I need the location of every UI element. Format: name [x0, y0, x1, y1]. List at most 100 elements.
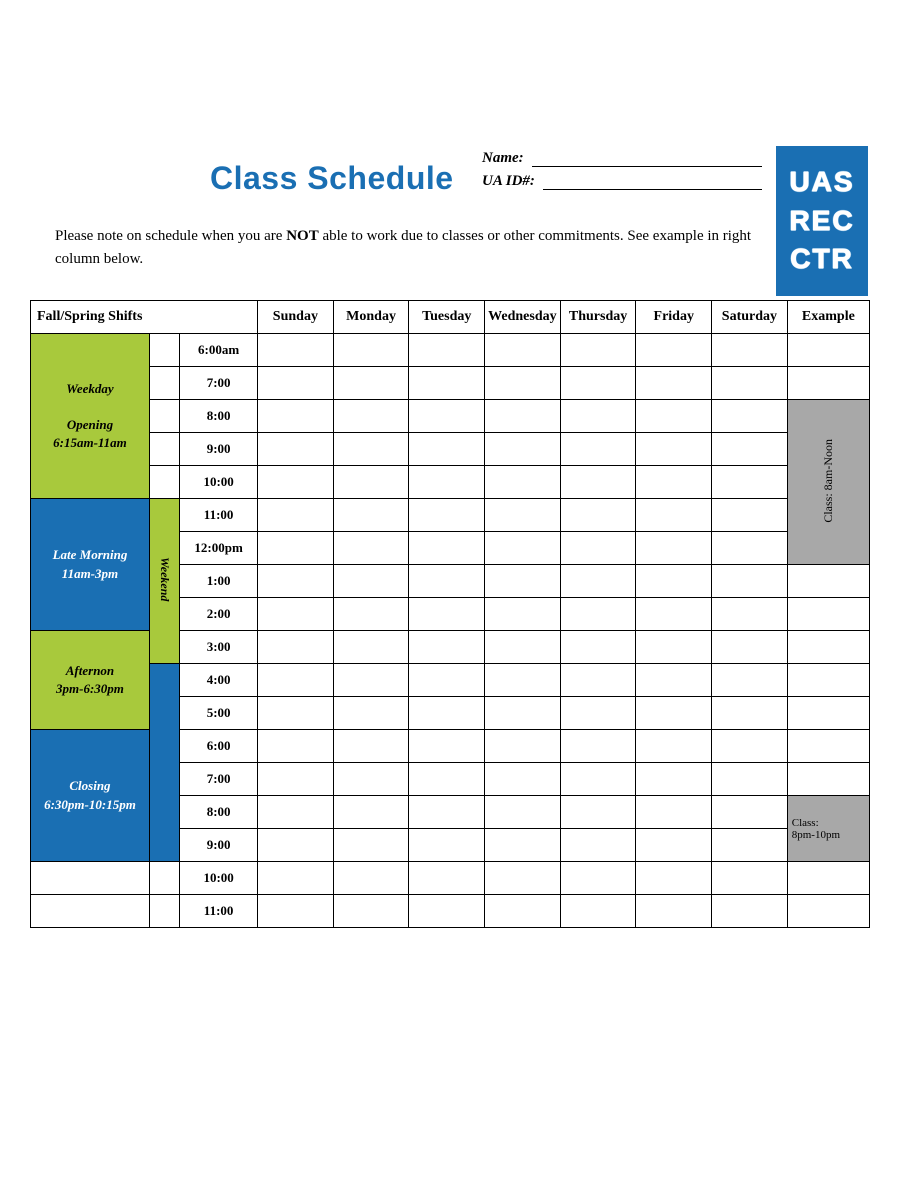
schedule-cell[interactable] [560, 829, 636, 862]
schedule-cell[interactable] [409, 367, 485, 400]
schedule-cell[interactable] [333, 829, 409, 862]
schedule-cell[interactable] [712, 499, 788, 532]
schedule-cell[interactable] [712, 400, 788, 433]
schedule-cell[interactable] [258, 400, 334, 433]
schedule-cell[interactable] [258, 499, 334, 532]
schedule-cell[interactable] [560, 334, 636, 367]
schedule-cell[interactable] [409, 499, 485, 532]
schedule-cell[interactable] [409, 895, 485, 928]
schedule-cell[interactable] [712, 631, 788, 664]
schedule-cell[interactable] [333, 499, 409, 532]
schedule-cell[interactable] [636, 829, 712, 862]
schedule-cell[interactable] [560, 697, 636, 730]
schedule-cell[interactable] [636, 499, 712, 532]
schedule-cell[interactable] [409, 466, 485, 499]
schedule-cell[interactable] [258, 631, 334, 664]
schedule-cell[interactable] [333, 565, 409, 598]
schedule-cell[interactable] [333, 796, 409, 829]
schedule-cell[interactable] [560, 730, 636, 763]
schedule-cell[interactable] [258, 334, 334, 367]
schedule-cell[interactable] [485, 763, 561, 796]
schedule-cell[interactable] [712, 697, 788, 730]
schedule-cell[interactable] [636, 532, 712, 565]
schedule-cell[interactable] [560, 532, 636, 565]
schedule-cell[interactable] [409, 631, 485, 664]
schedule-cell[interactable] [485, 565, 561, 598]
schedule-cell[interactable] [712, 763, 788, 796]
schedule-cell[interactable] [258, 598, 334, 631]
schedule-cell[interactable] [636, 565, 712, 598]
schedule-cell[interactable] [636, 796, 712, 829]
schedule-cell[interactable] [485, 664, 561, 697]
schedule-cell[interactable] [712, 664, 788, 697]
schedule-cell[interactable] [485, 466, 561, 499]
schedule-cell[interactable] [258, 730, 334, 763]
schedule-cell[interactable] [333, 532, 409, 565]
schedule-cell[interactable] [485, 400, 561, 433]
schedule-cell[interactable] [258, 565, 334, 598]
schedule-cell[interactable] [712, 862, 788, 895]
schedule-cell[interactable] [258, 829, 334, 862]
schedule-cell[interactable] [485, 631, 561, 664]
schedule-cell[interactable] [409, 829, 485, 862]
schedule-cell[interactable] [712, 796, 788, 829]
schedule-cell[interactable] [258, 466, 334, 499]
schedule-cell[interactable] [485, 598, 561, 631]
schedule-cell[interactable] [485, 334, 561, 367]
schedule-cell[interactable] [409, 664, 485, 697]
schedule-cell[interactable] [712, 466, 788, 499]
schedule-cell[interactable] [485, 499, 561, 532]
schedule-cell[interactable] [333, 334, 409, 367]
schedule-cell[interactable] [636, 763, 712, 796]
schedule-cell[interactable] [409, 400, 485, 433]
schedule-cell[interactable] [409, 334, 485, 367]
schedule-cell[interactable] [333, 367, 409, 400]
schedule-cell[interactable] [636, 367, 712, 400]
schedule-cell[interactable] [333, 400, 409, 433]
schedule-cell[interactable] [333, 433, 409, 466]
schedule-cell[interactable] [485, 697, 561, 730]
schedule-cell[interactable] [560, 664, 636, 697]
schedule-cell[interactable] [560, 367, 636, 400]
schedule-cell[interactable] [258, 664, 334, 697]
schedule-cell[interactable] [258, 532, 334, 565]
schedule-cell[interactable] [409, 433, 485, 466]
schedule-cell[interactable] [409, 532, 485, 565]
schedule-cell[interactable] [712, 895, 788, 928]
schedule-cell[interactable] [560, 400, 636, 433]
schedule-cell[interactable] [485, 829, 561, 862]
schedule-cell[interactable] [485, 796, 561, 829]
schedule-cell[interactable] [333, 862, 409, 895]
schedule-cell[interactable] [560, 763, 636, 796]
schedule-cell[interactable] [409, 697, 485, 730]
schedule-cell[interactable] [560, 862, 636, 895]
schedule-cell[interactable] [560, 466, 636, 499]
schedule-cell[interactable] [712, 565, 788, 598]
schedule-cell[interactable] [712, 433, 788, 466]
schedule-cell[interactable] [636, 631, 712, 664]
schedule-cell[interactable] [636, 664, 712, 697]
schedule-cell[interactable] [485, 862, 561, 895]
schedule-cell[interactable] [409, 565, 485, 598]
schedule-cell[interactable] [258, 796, 334, 829]
schedule-cell[interactable] [636, 862, 712, 895]
schedule-cell[interactable] [560, 598, 636, 631]
schedule-cell[interactable] [560, 565, 636, 598]
schedule-cell[interactable] [333, 697, 409, 730]
schedule-cell[interactable] [485, 532, 561, 565]
schedule-cell[interactable] [258, 763, 334, 796]
schedule-cell[interactable] [409, 730, 485, 763]
name-input-line[interactable] [532, 152, 762, 167]
schedule-cell[interactable] [333, 895, 409, 928]
schedule-cell[interactable] [636, 730, 712, 763]
schedule-cell[interactable] [258, 895, 334, 928]
schedule-cell[interactable] [333, 664, 409, 697]
schedule-cell[interactable] [636, 400, 712, 433]
schedule-cell[interactable] [712, 829, 788, 862]
schedule-cell[interactable] [712, 367, 788, 400]
schedule-cell[interactable] [333, 763, 409, 796]
schedule-cell[interactable] [409, 862, 485, 895]
schedule-cell[interactable] [258, 697, 334, 730]
schedule-cell[interactable] [333, 730, 409, 763]
schedule-cell[interactable] [560, 631, 636, 664]
